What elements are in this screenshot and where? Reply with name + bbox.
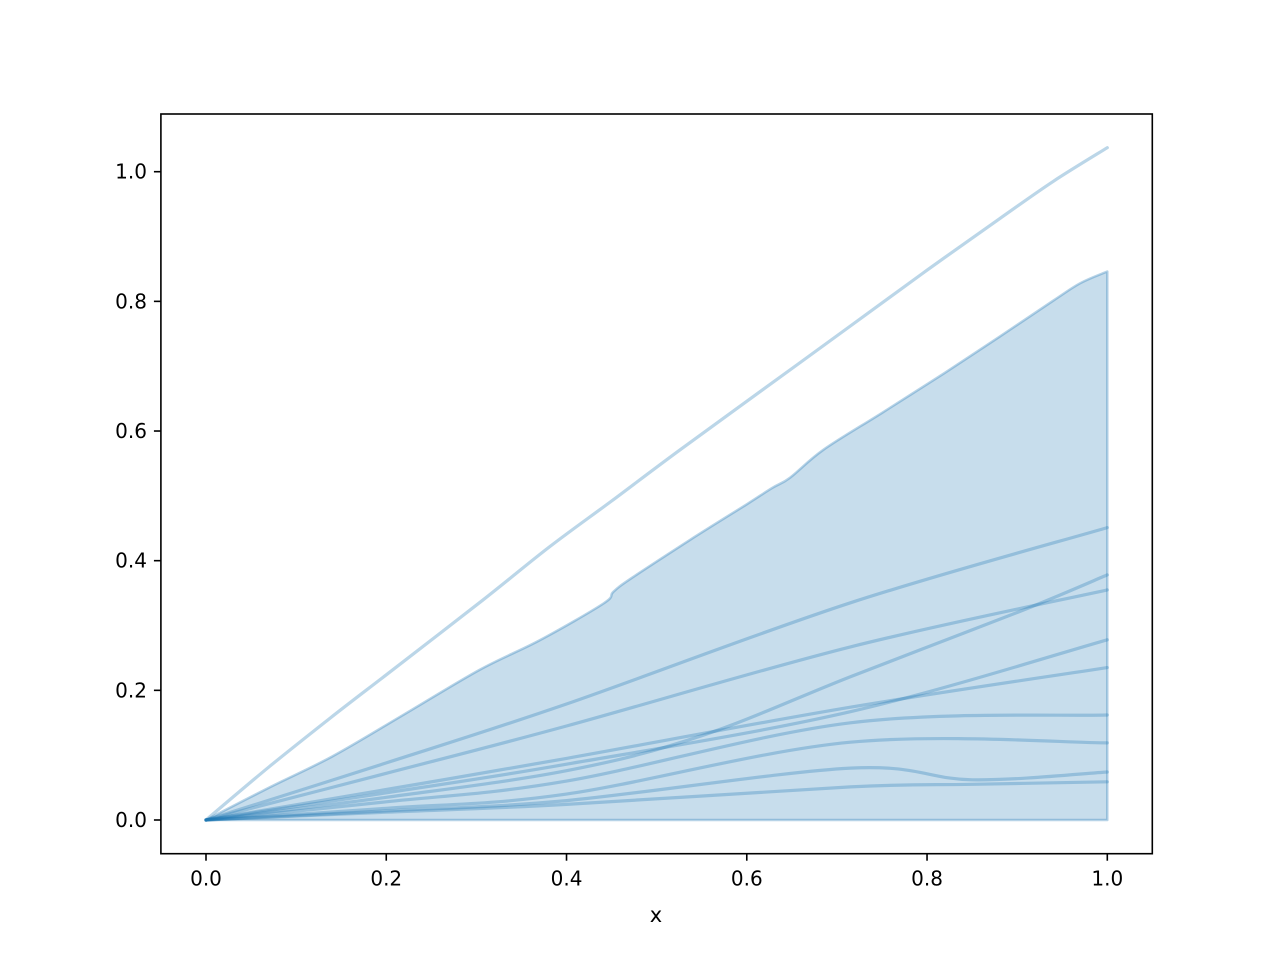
x-tick-label: 1.0	[1091, 867, 1123, 891]
plot-area	[204, 146, 1109, 822]
axes: 0.0 0.2 0.4 0.6 0.8 1.0 0.0 0.2 0.4 0.6 0.8 1.0	[115, 113, 1154, 891]
line-3	[204, 588, 1109, 822]
y-tick-label: 0.2	[115, 678, 147, 702]
x-tick-label: 0.6	[731, 867, 763, 891]
line-9	[204, 780, 1109, 822]
line-6	[204, 713, 1109, 822]
upper-bound-curve	[204, 146, 1109, 822]
line-5	[204, 666, 1109, 822]
y-tick-label: 0.4	[115, 549, 147, 573]
y-tick-label: 1.0	[115, 160, 147, 184]
shaded-band	[204, 270, 1109, 822]
y-tick-label: 0.8	[115, 289, 147, 313]
y-tick-label: 0.6	[115, 419, 147, 443]
x-tick-label: 0.8	[911, 867, 943, 891]
line-1	[204, 526, 1109, 822]
line-2	[204, 573, 1109, 822]
line-7	[204, 736, 1109, 822]
x-tick-label: 0.4	[551, 867, 583, 891]
plot-border	[160, 113, 1154, 855]
y-tick-label: 0.0	[115, 808, 147, 832]
x-tick-label: 0.2	[370, 867, 402, 891]
line-8	[204, 766, 1109, 822]
x-axis-label: x	[650, 903, 662, 927]
x-tick-label: 0.0	[190, 867, 222, 891]
line-4	[204, 638, 1109, 822]
